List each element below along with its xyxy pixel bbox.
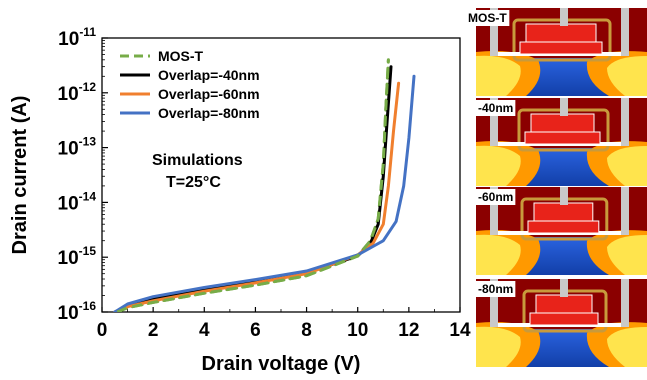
y-tick-base: 10 [58, 84, 79, 105]
y-tick-label: 10-15 [58, 244, 97, 269]
panel-label-background [476, 100, 516, 116]
gate-spacer [519, 41, 603, 55]
drain-contact [621, 279, 629, 327]
y-tick-base: 10 [58, 29, 79, 50]
iv-chart: 0 2 4 6 8 10 12 14 10-1110-1210-1310-1410-1510-… [9, 25, 471, 375]
panel-label-background [466, 10, 510, 26]
left-junction-core [476, 326, 521, 367]
panel-label: -40nm [478, 101, 513, 115]
gate-spacer [527, 220, 600, 234]
x-tick-label: 8 [301, 320, 312, 341]
legend-entry-label: Overlap=-40nm [158, 67, 260, 83]
x-tick-label: 4 [199, 320, 210, 341]
source-contact [490, 98, 498, 146]
x-axis-ticks: 0 2 4 6 8 10 12 14 [97, 307, 471, 341]
series-lines [113, 58, 416, 312]
x-tick-label: 2 [148, 320, 159, 341]
legend-entry-label: Overlap=-80nm [158, 105, 260, 121]
y-tick-exponent: -16 [79, 299, 97, 313]
y-tick-exponent: -12 [79, 80, 97, 94]
plot-area [101, 37, 461, 313]
drain-contact [621, 187, 629, 235]
panel-label-background [476, 189, 516, 205]
gate-contact [560, 8, 568, 26]
right-junction-core [607, 327, 647, 367]
gate-spacer [529, 312, 599, 326]
left-junction-core [476, 145, 521, 186]
y-tick-base: 10 [58, 303, 79, 324]
y-tick-label: 10-12 [58, 80, 97, 105]
device-panel-1: MOS-T [466, 8, 647, 96]
x-tick-label: 14 [449, 320, 471, 341]
x-axis-label: Drain voltage (V) [202, 353, 361, 375]
y-tick-base: 10 [58, 139, 79, 160]
x-tick-label: 10 [347, 320, 368, 341]
device-panel-4: -80nm [476, 279, 647, 367]
y-tick-base: 10 [58, 193, 79, 214]
x-tick-label: 6 [250, 320, 261, 341]
right-junction-core [607, 56, 647, 96]
device-panel-2: -40nm [476, 98, 647, 186]
legend: MOS-T Overlap=-40nm Overlap=-60nm Overlap=-… [120, 48, 260, 121]
right-junction-core [607, 146, 647, 186]
left-junction-core [476, 234, 521, 275]
y-tick-exponent: -14 [79, 189, 97, 203]
right-junction-core [607, 235, 647, 275]
device-cross-sections: MOS-T -40nm -60nm -80nm [466, 8, 647, 367]
y-tick-exponent: -15 [79, 244, 97, 258]
y-tick-exponent: -13 [79, 135, 97, 149]
panel-label-background [476, 281, 516, 297]
y-axis-label: Drain current (A) [9, 96, 31, 255]
x-tick-label: 0 [97, 320, 108, 341]
legend-entry-label: MOS-T [158, 48, 204, 64]
device-panel-3: -60nm [476, 187, 647, 275]
drain-contact [621, 98, 629, 146]
panel-label: -60nm [478, 190, 513, 204]
series-line-4 [113, 74, 416, 312]
gate-contact [560, 187, 568, 205]
x-tick-label: 12 [398, 320, 419, 341]
left-junction-core [476, 55, 521, 96]
gate-contact [560, 98, 568, 116]
panel-label: MOS-T [468, 11, 507, 25]
y-tick-label: 10-16 [58, 299, 97, 324]
gate-spacer [524, 131, 601, 145]
y-tick-base: 10 [58, 248, 79, 269]
annotation-line-1: Simulations [152, 152, 243, 169]
gate-contact [560, 279, 568, 297]
legend-entry-label: Overlap=-60nm [158, 86, 260, 102]
drain-contact [621, 8, 629, 56]
source-contact [490, 187, 498, 235]
y-tick-exponent: -11 [79, 25, 96, 39]
annotation-line-2: T=25°C [166, 174, 221, 191]
series-line-1-overlay [116, 59, 390, 312]
y-tick-label: 10-11 [58, 25, 96, 50]
y-tick-label: 10-14 [58, 189, 97, 214]
source-contact [490, 279, 498, 327]
source-contact [490, 8, 498, 56]
panel-label: -80nm [478, 282, 513, 296]
y-tick-label: 10-13 [58, 135, 97, 160]
